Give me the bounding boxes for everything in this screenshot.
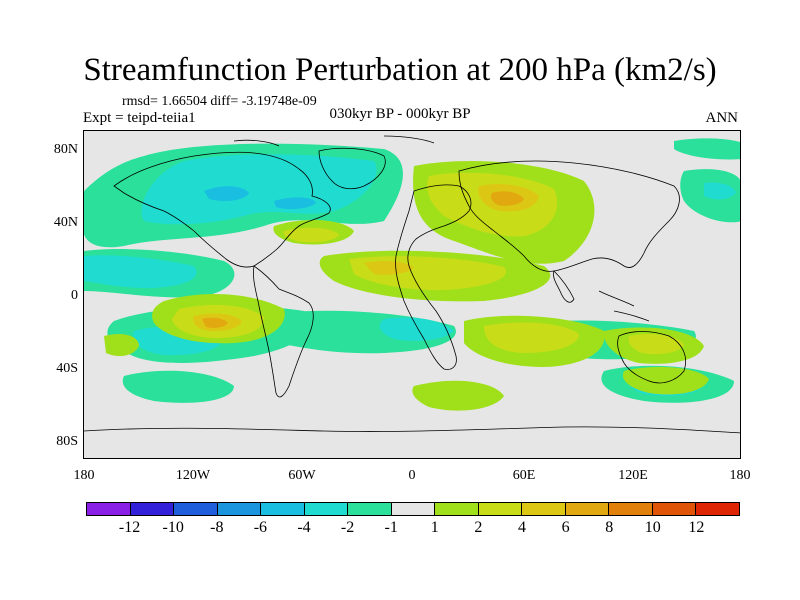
- lon-tick-120w: 120W: [175, 468, 211, 483]
- colorbar-label: -4: [297, 519, 311, 536]
- lat-tick-80s: 80S: [56, 434, 78, 449]
- lat-tick-0: 0: [71, 288, 78, 303]
- colorbar-swatch: [565, 503, 610, 515]
- streamfunction-map: [84, 131, 740, 458]
- colorbar-swatch: [217, 503, 262, 515]
- period-label: 030kyr BP - 000kyr BP: [329, 106, 471, 122]
- negative-contour-3: [204, 186, 316, 210]
- positive-contour-4: [202, 191, 524, 328]
- colorbar-swatch: [435, 503, 479, 515]
- lon-tick-0: 0: [408, 468, 416, 483]
- colorbar-swatch: [304, 503, 349, 515]
- colorbar-swatch: [261, 503, 305, 515]
- colorbar: [86, 502, 740, 516]
- colorbar-label: -6: [253, 519, 268, 536]
- lon-tick-120e: 120E: [618, 468, 648, 483]
- colorbar-label: 4: [518, 519, 526, 536]
- colorbar-label: 12: [688, 519, 705, 536]
- colorbar-swatch: [391, 503, 436, 515]
- colorbar-swatch: [696, 503, 739, 515]
- colorbar-swatch: [652, 503, 697, 515]
- colorbar-label: 1: [430, 519, 439, 536]
- colorbar-label: -8: [210, 519, 224, 536]
- lat-tick-40n: 40N: [53, 215, 78, 230]
- colorbar-label: 2: [474, 519, 483, 536]
- colorbar-swatch: [522, 503, 566, 515]
- colorbar-label: -1: [384, 519, 398, 536]
- colorbar-swatch: [478, 503, 523, 515]
- lat-tick-80n: 80N: [53, 142, 78, 157]
- colorbar-swatch: [130, 503, 175, 515]
- colorbar-label: -2: [340, 519, 355, 536]
- colorbar-label: 8: [605, 519, 614, 536]
- lon-tick-60w: 60W: [288, 468, 316, 483]
- stats-text: rmsd= 1.66504 diff= -3.19748e-09: [122, 94, 317, 109]
- lon-tick-180w: 180: [73, 468, 95, 483]
- season-label: ANN: [705, 110, 739, 126]
- plot-title: Streamfunction Perturbation at 200 hPa (…: [83, 52, 717, 88]
- lon-tick-180e: 180: [729, 468, 751, 483]
- colorbar-swatch: [348, 503, 392, 515]
- experiment-label: Expt = teipd-teiia1: [83, 110, 196, 126]
- colorbar-swatch: [87, 503, 131, 515]
- colorbar-swatch: [609, 503, 653, 515]
- colorbar-label: -12: [118, 519, 141, 536]
- lon-tick-60e: 60E: [512, 468, 536, 483]
- lat-tick-40s: 40S: [56, 361, 78, 376]
- colorbar-swatch: [174, 503, 218, 515]
- colorbar-label: 6: [561, 519, 570, 536]
- map-panel: [83, 130, 741, 459]
- colorbar-label: 10: [644, 519, 661, 536]
- colorbar-label: -10: [162, 519, 184, 536]
- coastlines: [84, 135, 740, 434]
